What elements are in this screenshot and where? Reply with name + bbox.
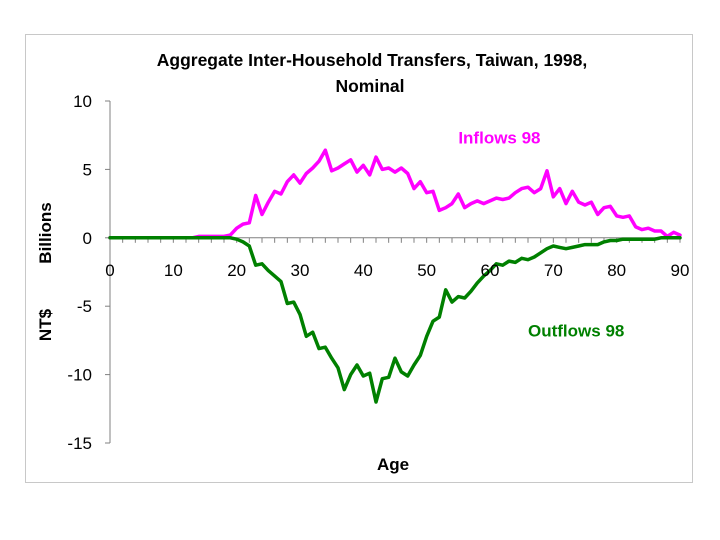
x-tick-label: 70	[544, 261, 563, 280]
series-labels: Inflows 98 Outflows 98	[458, 128, 624, 340]
x-tick-label: 40	[354, 261, 373, 280]
y-tick-label: -15	[67, 434, 92, 453]
x-tick-label: 80	[607, 261, 626, 280]
y-axis-title-line-2: Billions	[36, 202, 55, 263]
x-axis-title: Age	[377, 455, 409, 474]
y-tick-label: 5	[83, 160, 92, 179]
x-tick-label: 10	[164, 261, 183, 280]
y-tick-label: 10	[73, 92, 92, 111]
inflows-label: Inflows 98	[458, 128, 540, 147]
x-tick-label: 20	[227, 261, 246, 280]
x-tick-label: 50	[417, 261, 436, 280]
outflows-line	[108, 236, 682, 404]
x-tick-label: 0	[105, 261, 114, 280]
y-tick-label: 0	[83, 229, 92, 248]
outflows-label: Outflows 98	[528, 321, 624, 340]
inflows-line	[108, 148, 682, 240]
y-axis-title-line-1: NT$	[36, 308, 55, 341]
chart-frame	[25, 34, 693, 483]
axes	[105, 100, 681, 444]
y-axis-title: NT$ Billions	[36, 202, 55, 341]
x-tick-label: 30	[291, 261, 310, 280]
x-tick-label: 90	[671, 261, 690, 280]
x-tick-label: 60	[481, 261, 500, 280]
chart-title: Aggregate Inter-Household Transfers, Tai…	[157, 50, 588, 70]
y-tick-label: -5	[77, 297, 92, 316]
series-lines	[108, 148, 682, 404]
chart-subtitle: Nominal	[335, 76, 404, 96]
y-tick-label: -10	[67, 366, 92, 385]
